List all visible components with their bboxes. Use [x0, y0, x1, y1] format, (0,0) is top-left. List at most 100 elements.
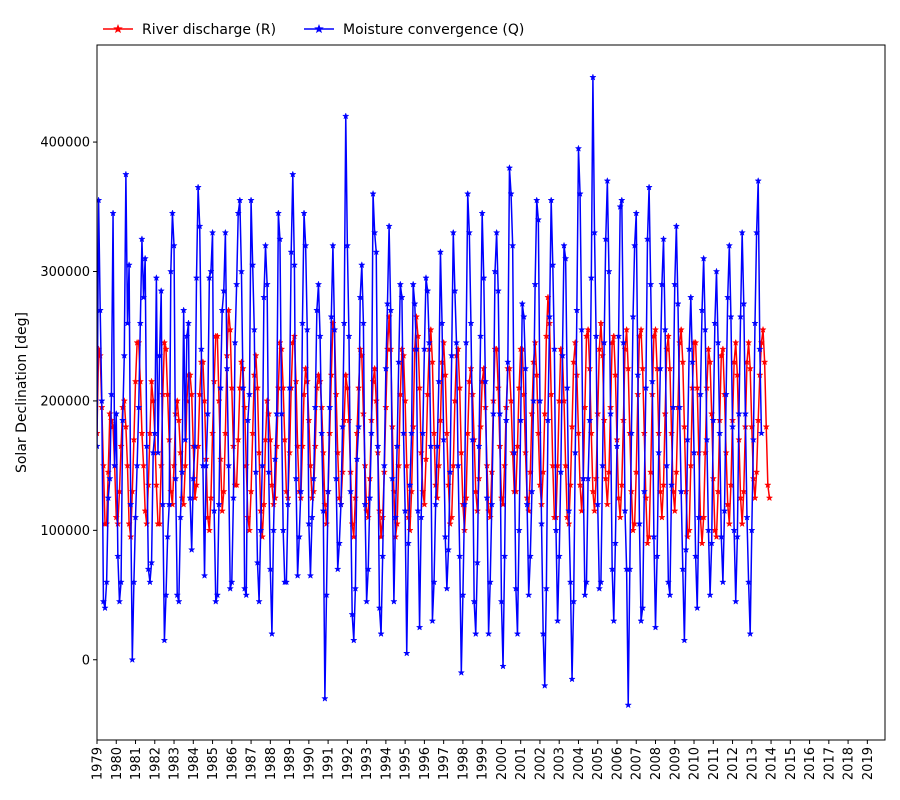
x-tick-label: 1982 — [148, 747, 163, 780]
data-point-river-discharge — [693, 384, 701, 392]
data-point-moisture-convergence — [324, 487, 332, 495]
data-point-moisture-convergence — [338, 422, 347, 430]
data-point-moisture-convergence — [402, 649, 411, 657]
data-point-river-discharge — [208, 429, 217, 437]
series-line-moisture-convergence — [97, 76, 763, 706]
data-point-moisture-convergence — [194, 183, 202, 191]
data-point-moisture-convergence — [142, 442, 151, 450]
data-point-river-discharge — [760, 358, 769, 366]
data-point-moisture-convergence — [463, 189, 472, 198]
data-point-moisture-convergence — [587, 274, 596, 282]
data-point-moisture-convergence — [268, 629, 276, 638]
data-point-moisture-convergence — [202, 461, 210, 469]
x-tick-label: 2011 — [707, 747, 722, 780]
data-point-moisture-convergence — [744, 578, 753, 586]
data-point-moisture-convergence — [468, 435, 477, 443]
x-tick-label: 1979 — [91, 747, 106, 780]
data-point-moisture-convergence — [667, 481, 676, 489]
data-point-moisture-convergence — [120, 351, 129, 359]
data-point-moisture-convergence — [571, 448, 580, 456]
data-point-moisture-convergence — [751, 319, 759, 327]
x-tick-label: 1985 — [206, 747, 221, 780]
data-point-moisture-convergence — [427, 442, 435, 450]
data-point-river-discharge — [422, 455, 430, 463]
data-point-moisture-convergence — [592, 332, 600, 340]
data-point-river-discharge — [576, 481, 584, 489]
x-tick-label: 2008 — [649, 747, 664, 780]
data-point-river-discharge — [592, 474, 600, 482]
data-point-moisture-convergence — [659, 235, 668, 243]
data-point-moisture-convergence — [715, 429, 724, 437]
x-tick-label: 2000 — [495, 747, 510, 780]
data-point-moisture-convergence — [358, 261, 366, 269]
data-point-moisture-convergence — [549, 261, 557, 269]
data-point-moisture-convergence — [597, 578, 605, 586]
data-point-moisture-convergence — [541, 681, 549, 689]
data-point-moisture-convergence — [179, 306, 188, 314]
data-point-moisture-convergence — [757, 429, 766, 437]
series-moisture-convergence — [97, 73, 766, 709]
data-point-moisture-convergence — [523, 500, 531, 508]
data-point-river-discharge — [220, 487, 228, 495]
data-point-river-discharge — [722, 448, 730, 456]
data-point-river-discharge — [419, 487, 427, 495]
data-point-river-discharge — [170, 461, 178, 469]
data-point-moisture-convergence — [173, 591, 181, 599]
data-point-moisture-convergence — [279, 526, 287, 534]
data-point-moisture-convergence — [557, 468, 565, 476]
data-point-moisture-convergence — [138, 235, 146, 243]
data-point-moisture-convergence — [213, 591, 222, 599]
data-point-river-discharge — [218, 506, 226, 515]
data-point-moisture-convergence — [507, 189, 515, 198]
data-point-moisture-convergence — [356, 293, 364, 301]
data-point-river-discharge — [593, 409, 602, 418]
x-tick-label: 2002 — [533, 747, 548, 780]
data-point-moisture-convergence — [671, 280, 679, 288]
data-point-moisture-convergence — [618, 196, 626, 204]
x-tick-label: 2004 — [572, 747, 587, 780]
data-point-moisture-convergence — [361, 500, 369, 508]
data-point-river-discharge — [571, 338, 580, 346]
data-point-moisture-convergence — [420, 345, 429, 353]
data-point-river-discharge — [364, 513, 372, 521]
data-point-moisture-convergence — [250, 325, 259, 333]
data-point-moisture-convergence — [534, 215, 543, 223]
data-point-moisture-convergence — [223, 364, 231, 372]
data-point-moisture-convergence — [542, 584, 551, 592]
data-point-moisture-convergence — [313, 306, 321, 314]
data-point-river-discharge — [725, 519, 734, 528]
data-point-moisture-convergence — [749, 435, 758, 443]
data-point-moisture-convergence — [746, 629, 754, 638]
data-point-moisture-convergence — [723, 293, 732, 301]
data-point-moisture-convergence — [545, 312, 554, 320]
data-point-river-discharge — [112, 513, 121, 521]
data-point-river-discharge — [746, 364, 754, 372]
x-tick-label: 2019 — [861, 747, 876, 780]
data-point-moisture-convergence — [712, 267, 721, 275]
data-point-moisture-convergence — [423, 286, 432, 295]
data-point-moisture-convergence — [473, 558, 482, 566]
data-point-moisture-convergence — [369, 189, 377, 198]
data-point-moisture-convergence — [754, 176, 762, 185]
data-point-moisture-convergence — [297, 487, 305, 495]
data-point-moisture-convergence — [228, 578, 236, 586]
data-point-moisture-convergence — [330, 325, 339, 333]
data-point-moisture-convergence — [293, 571, 302, 579]
x-tick-label: 2003 — [553, 747, 568, 780]
x-tick-label: 1991 — [322, 747, 337, 780]
x-tick-label: 2016 — [803, 747, 818, 780]
data-point-river-discharge — [348, 519, 356, 528]
data-point-moisture-convergence — [234, 209, 242, 217]
data-point-moisture-convergence — [483, 494, 491, 502]
data-point-river-discharge — [298, 442, 307, 450]
data-point-moisture-convergence — [497, 597, 506, 605]
data-point-moisture-convergence — [484, 629, 493, 638]
data-point-river-discharge — [353, 429, 361, 437]
data-point-moisture-convergence — [720, 506, 729, 515]
data-point-river-discharge — [417, 448, 425, 456]
data-point-moisture-convergence — [151, 429, 159, 437]
data-point-river-discharge — [157, 461, 165, 469]
data-point-moisture-convergence — [743, 513, 751, 521]
data-point-moisture-convergence — [626, 565, 634, 573]
data-point-river-discharge — [207, 494, 215, 502]
